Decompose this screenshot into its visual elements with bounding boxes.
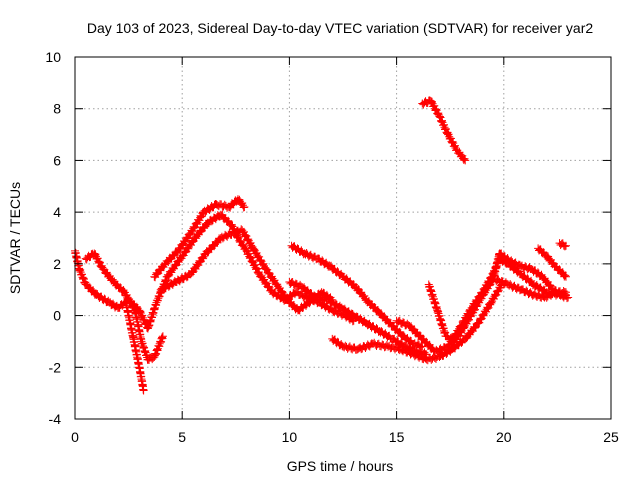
series-trail [419,96,469,164]
series-track-7 [285,277,431,359]
x-tick-label: 0 [71,429,79,445]
series-trail [122,303,148,394]
series-track-5 [156,225,337,315]
series-trail [329,281,506,365]
series-track-6 [287,241,427,352]
x-tick-label: 25 [603,429,619,445]
series-track-3 [122,301,148,395]
x-tick-label: 5 [178,429,186,445]
series-trail [535,245,570,281]
y-axis-label: SDTVAR / TECUs [7,182,23,294]
chart-title: Day 103 of 2023, Sidereal Day-to-day VTE… [87,20,593,36]
y-tick-label: -2 [49,359,62,375]
series-track-11 [491,275,570,302]
series-track-4 [150,195,249,282]
series-trail [425,249,569,346]
y-tick-label: 2 [53,256,61,272]
series-track-13 [555,239,570,251]
series-trail [151,195,248,282]
data-points [71,96,573,395]
y-tick-label: 6 [53,152,61,168]
series-trail [556,239,569,251]
x-tick-label: 15 [389,429,405,445]
series-track-8 [328,280,506,365]
series-trail [288,242,426,352]
x-axis-label: GPS time / hours [287,458,394,474]
y-tick-label: 0 [53,308,61,324]
axis-ticks: 0 5 10 15 20 25 -4 -2 0 2 4 6 8 10 [45,49,619,445]
y-tick-label: -4 [49,411,62,427]
x-tick-label: 10 [282,429,298,445]
x-tick-label: 20 [496,429,512,445]
series-track-14 [418,96,470,165]
series-trail [492,275,569,302]
series-track-1 [71,210,358,333]
series-track-12 [534,244,570,281]
series-trail [157,225,336,315]
y-tick-label: 8 [53,101,61,117]
series-trail [286,278,430,359]
y-tick-label: 4 [53,204,61,220]
series-track-2 [81,249,167,364]
plot-frame [74,56,612,420]
y-tick-label: 10 [45,49,61,65]
data-point [461,156,470,165]
series-trail [82,249,167,364]
